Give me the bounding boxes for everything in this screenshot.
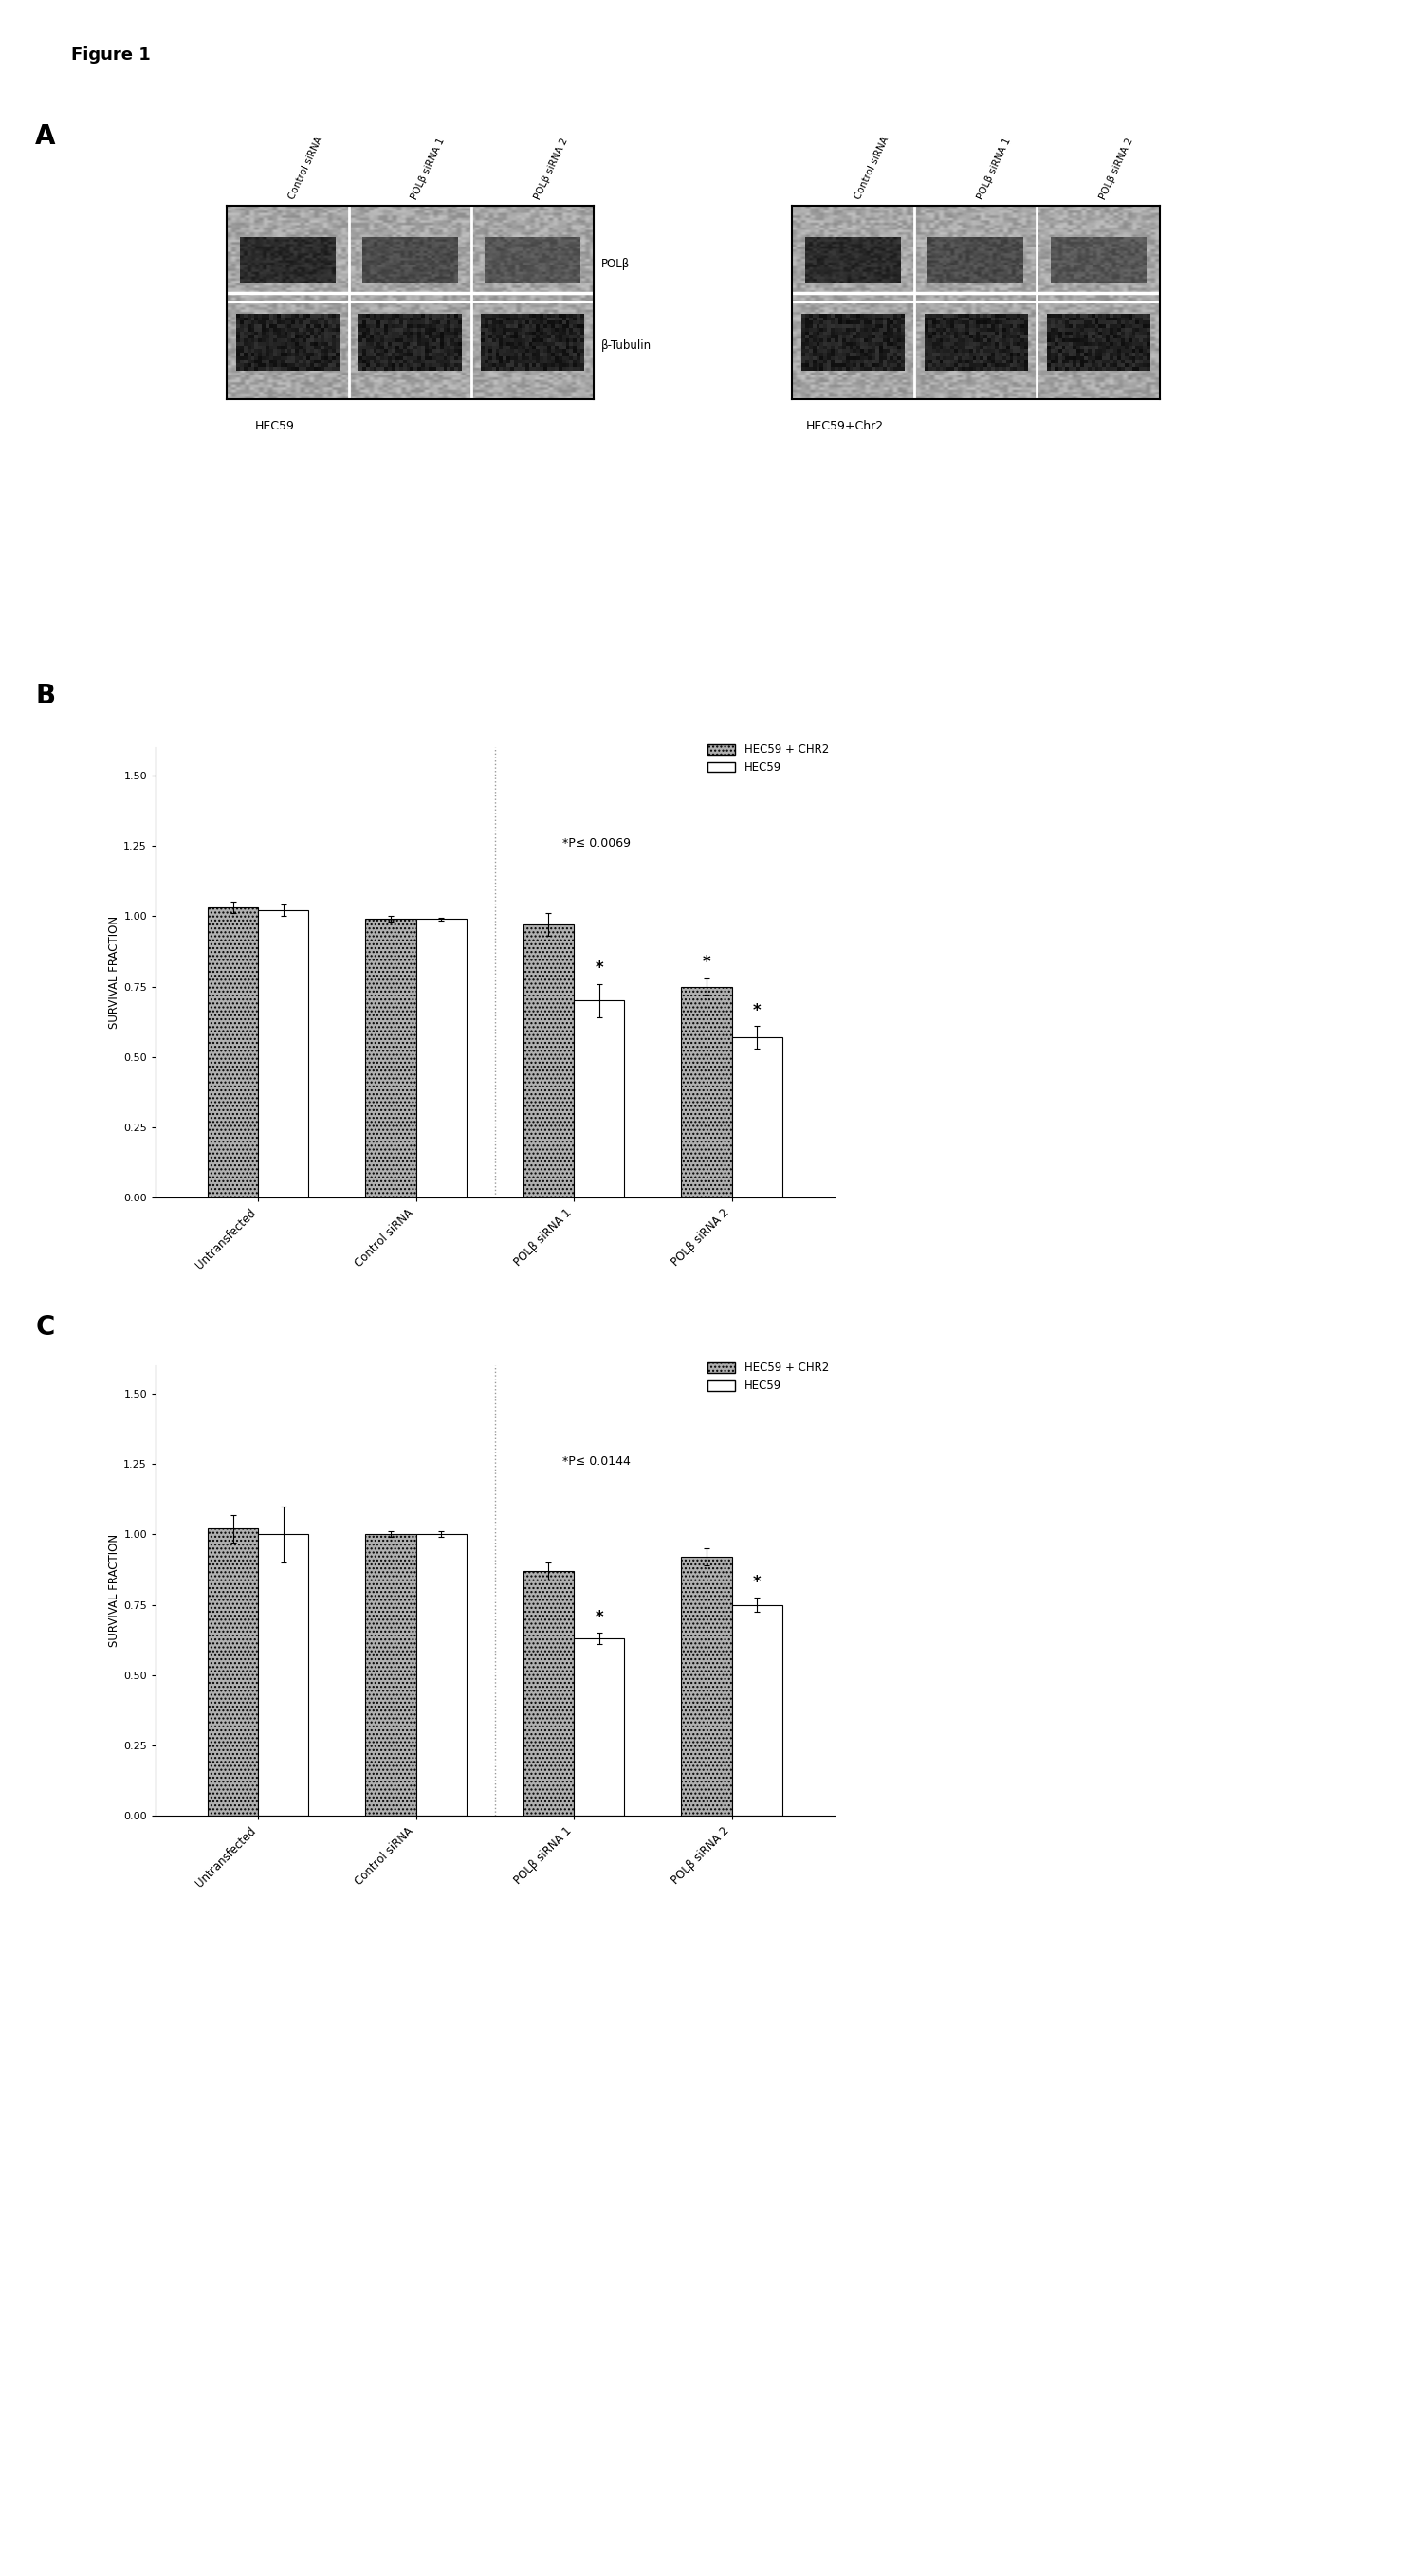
Bar: [365, 1535, 416, 1816]
Text: *P≤ 0.0144: *P≤ 0.0144: [563, 1455, 631, 1468]
Text: *: *: [752, 1574, 761, 1589]
Bar: [208, 907, 259, 1198]
Text: *: *: [752, 1002, 761, 1020]
Y-axis label: SURVIVAL FRACTION: SURVIVAL FRACTION: [109, 917, 120, 1028]
Legend: HEC59 + CHR2, HEC59: HEC59 + CHR2, HEC59: [707, 1363, 829, 1391]
Text: POLβ siRNA 2: POLβ siRNA 2: [1099, 137, 1135, 201]
Bar: [259, 909, 308, 1198]
Text: *: *: [595, 1610, 604, 1625]
Bar: [682, 1556, 731, 1816]
Bar: [208, 1528, 259, 1816]
Bar: [523, 925, 574, 1198]
Text: Figure 1: Figure 1: [71, 46, 150, 64]
Text: C: C: [35, 1314, 55, 1340]
Bar: [574, 999, 625, 1198]
Text: POLβ siRNA 1: POLβ siRNA 1: [410, 137, 447, 201]
Y-axis label: SURVIVAL FRACTION: SURVIVAL FRACTION: [109, 1535, 120, 1646]
Text: POLβ siRNA 2: POLβ siRNA 2: [533, 137, 570, 201]
Legend: HEC59 + CHR2, HEC59: HEC59 + CHR2, HEC59: [707, 744, 829, 773]
Text: HEC59+Chr2: HEC59+Chr2: [806, 420, 884, 433]
Text: *P≤ 0.0069: *P≤ 0.0069: [563, 837, 631, 850]
Bar: [365, 920, 416, 1198]
Text: *: *: [595, 961, 604, 976]
Bar: [731, 1038, 782, 1198]
Bar: [259, 1535, 308, 1816]
Text: B: B: [35, 683, 55, 708]
Text: A: A: [35, 124, 55, 149]
Text: POLβ: POLβ: [601, 258, 629, 270]
Text: *: *: [703, 953, 710, 971]
Text: HEC59: HEC59: [255, 420, 294, 433]
Text: Control siRNA: Control siRNA: [287, 137, 325, 201]
Text: POLβ siRNA 1: POLβ siRNA 1: [976, 137, 1012, 201]
Text: Control siRNA: Control siRNA: [853, 137, 891, 201]
Text: β-Tubulin: β-Tubulin: [601, 340, 652, 350]
Bar: [574, 1638, 625, 1816]
Bar: [416, 1535, 467, 1816]
Bar: [416, 920, 467, 1198]
Bar: [731, 1605, 782, 1816]
Bar: [523, 1571, 574, 1816]
Bar: [682, 987, 731, 1198]
